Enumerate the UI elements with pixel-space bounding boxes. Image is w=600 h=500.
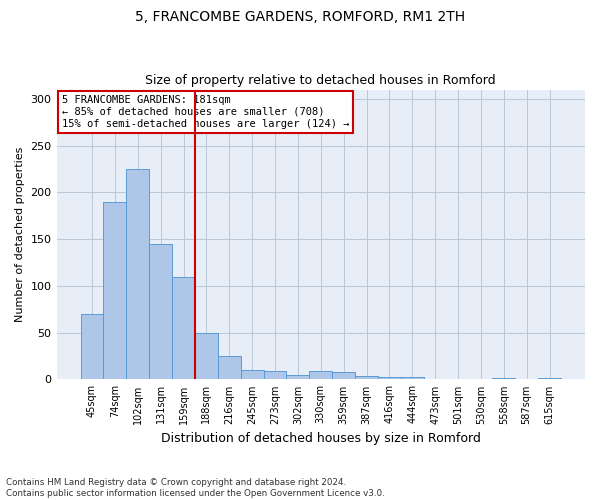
Bar (401, 376, 424, 380)
Bar (378, 376, 401, 380)
Title: Size of property relative to detached houses in Romford: Size of property relative to detached ho… (145, 74, 496, 87)
Bar (218, 356, 241, 380)
Y-axis label: Number of detached properties: Number of detached properties (15, 147, 25, 322)
Bar (172, 276, 195, 380)
X-axis label: Distribution of detached houses by size in Romford: Distribution of detached houses by size … (161, 432, 481, 445)
Bar (355, 376, 378, 380)
Bar (195, 332, 218, 380)
Text: Contains HM Land Registry data © Crown copyright and database right 2024.
Contai: Contains HM Land Registry data © Crown c… (6, 478, 385, 498)
Bar (310, 371, 332, 380)
Bar (149, 244, 172, 380)
Bar (538, 378, 561, 380)
Bar (127, 169, 149, 380)
Text: 5 FRANCOMBE GARDENS: 181sqm
← 85% of detached houses are smaller (708)
15% of se: 5 FRANCOMBE GARDENS: 181sqm ← 85% of det… (62, 96, 349, 128)
Bar (332, 372, 355, 380)
Bar (493, 378, 515, 380)
Text: 5, FRANCOMBE GARDENS, ROMFORD, RM1 2TH: 5, FRANCOMBE GARDENS, ROMFORD, RM1 2TH (135, 10, 465, 24)
Bar (241, 370, 263, 380)
Bar (103, 202, 127, 380)
Bar (286, 375, 310, 380)
Bar (263, 371, 286, 380)
Bar (80, 314, 103, 380)
